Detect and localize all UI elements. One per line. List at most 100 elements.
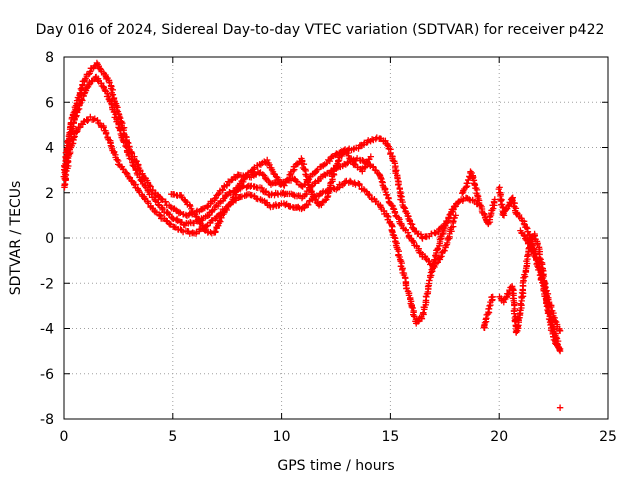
data-point	[486, 302, 493, 310]
data-point	[489, 293, 496, 300]
data-point	[556, 347, 564, 355]
data-point	[324, 189, 332, 197]
data-point	[328, 153, 335, 161]
data-point	[523, 224, 530, 231]
data-point	[409, 304, 416, 312]
data-point	[139, 170, 146, 177]
data-point	[187, 219, 194, 226]
data-point	[84, 117, 91, 124]
data-points	[60, 59, 564, 411]
data-point	[304, 181, 312, 188]
data-point	[116, 127, 124, 134]
data-point	[193, 228, 200, 236]
data-point	[481, 319, 489, 326]
x-tick-label: 5	[168, 429, 177, 445]
data-point	[90, 116, 97, 123]
data-point	[409, 237, 416, 244]
data-point	[326, 157, 333, 165]
data-point	[128, 156, 135, 163]
chart-title: Day 016 of 2024, Sidereal Day-to-day VTE…	[36, 22, 605, 38]
y-tick-label: -8	[40, 412, 54, 428]
data-point	[556, 404, 564, 411]
data-point	[420, 309, 427, 316]
data-point	[61, 180, 68, 188]
data-point	[107, 142, 115, 149]
data-point	[428, 266, 435, 273]
data-point	[74, 106, 82, 114]
data-point	[164, 210, 172, 217]
data-point	[355, 145, 362, 152]
x-tick-label: 10	[273, 429, 291, 445]
data-point	[556, 346, 563, 354]
data-point	[83, 85, 90, 92]
data-point	[113, 102, 120, 110]
grid-lines	[64, 57, 608, 419]
data-point	[350, 160, 358, 168]
data-point	[179, 228, 187, 236]
data-point	[274, 175, 281, 183]
data-point	[466, 173, 473, 180]
y-tick-label: 8	[45, 50, 54, 66]
data-point	[395, 181, 402, 188]
data-point	[401, 205, 409, 212]
data-point	[430, 260, 437, 267]
data-point	[122, 169, 130, 176]
data-point	[426, 277, 433, 284]
data-point	[377, 174, 384, 181]
data-point	[79, 97, 86, 104]
data-point	[78, 96, 85, 103]
data-point	[298, 205, 305, 213]
data-point	[539, 279, 546, 286]
data-point	[290, 167, 297, 175]
data-point	[141, 195, 148, 202]
data-point	[520, 220, 528, 227]
y-tick-label: 0	[45, 231, 54, 247]
data-point	[378, 178, 386, 185]
data-point	[391, 234, 398, 241]
data-point	[383, 191, 391, 199]
data-point	[256, 170, 263, 177]
data-point	[341, 178, 349, 185]
data-point	[198, 221, 206, 229]
data-point	[74, 128, 81, 135]
data-point	[486, 213, 494, 220]
data-point	[436, 254, 444, 261]
data-point	[438, 253, 445, 260]
data-point	[404, 229, 412, 236]
data-point	[367, 153, 374, 160]
data-point	[450, 217, 457, 225]
data-point	[302, 190, 310, 198]
data-point	[217, 218, 224, 225]
data-point	[441, 247, 448, 254]
x-tick-label: 15	[381, 429, 399, 445]
data-point	[556, 327, 564, 334]
data-point	[467, 168, 474, 175]
data-point	[398, 221, 405, 229]
y-axis-label: SDTVAR / TECUs	[8, 181, 24, 296]
data-point	[128, 149, 136, 157]
data-point	[520, 231, 528, 239]
y-tick-label: 6	[45, 95, 54, 111]
data-point	[432, 230, 439, 237]
data-point	[346, 177, 354, 185]
data-point	[384, 142, 391, 149]
x-axis-label: GPS time / hours	[277, 458, 394, 474]
data-point	[70, 134, 78, 141]
y-tick-labels: 8 6 4 2 0 -2 -4 -6 -8	[40, 50, 54, 428]
y-tick-label: -2	[40, 276, 54, 292]
data-point	[462, 184, 470, 191]
data-point	[442, 222, 449, 229]
y-tick-label: -6	[40, 367, 54, 383]
data-point	[403, 284, 410, 292]
x-tick-label: 20	[490, 429, 508, 445]
data-point	[361, 164, 368, 171]
data-point	[182, 197, 189, 204]
data-point	[132, 167, 139, 174]
y-tick-label: -4	[40, 322, 54, 338]
data-point	[169, 214, 176, 222]
data-point	[465, 196, 473, 203]
data-point	[109, 91, 117, 98]
data-point	[187, 202, 194, 210]
data-point	[154, 201, 162, 208]
